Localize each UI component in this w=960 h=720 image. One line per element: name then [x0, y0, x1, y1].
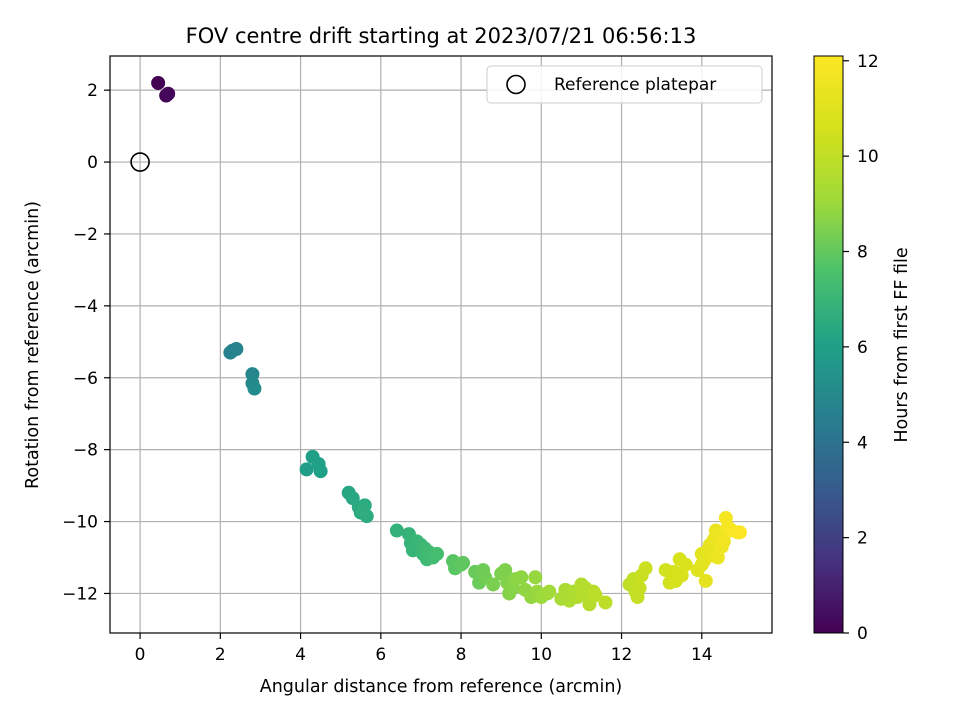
y-axis-ticks: −12 −10 −8 −6 −4 −2 0 2	[62, 81, 110, 604]
data-point	[678, 557, 693, 572]
colorbar: 0 2 4 6 8 10 12 Hours from first FF file	[813, 52, 912, 644]
data-point	[299, 462, 314, 477]
y-tick-label: 2	[87, 81, 98, 101]
colorbar-tick-label: 2	[857, 529, 868, 549]
colorbar-tick-label: 10	[857, 147, 879, 167]
reference-platepar-marker	[130, 152, 150, 172]
data-point	[588, 588, 603, 603]
data-point	[456, 555, 471, 570]
plot-frame	[109, 55, 773, 634]
data-point	[247, 381, 262, 396]
y-tick-label: −4	[73, 297, 98, 317]
data-point	[716, 534, 731, 549]
legend-label: Reference platepar	[554, 75, 716, 95]
x-axis-title: Angular distance from reference (arcmin)	[260, 677, 623, 697]
legend-marker-icon	[506, 74, 526, 95]
y-tick-label: −2	[73, 225, 98, 245]
data-point	[498, 563, 513, 578]
chart-title: FOV centre drift starting at 2023/07/21 …	[186, 24, 697, 48]
plot-background	[110, 56, 772, 633]
colorbar-label: Hours from first FF file	[892, 247, 912, 442]
colorbar-gradient	[813, 55, 844, 634]
x-tick-label: 4	[295, 645, 306, 665]
data-points	[151, 75, 747, 612]
data-point	[229, 341, 244, 356]
data-point	[486, 577, 501, 592]
data-point	[355, 503, 370, 518]
data-point	[528, 570, 543, 585]
data-point	[514, 570, 529, 585]
colorbar-tick-label: 12	[857, 52, 879, 72]
data-point	[429, 546, 444, 561]
data-point	[674, 568, 689, 583]
grid-lines	[110, 56, 772, 633]
y-tick-label: −12	[62, 584, 98, 604]
colorbar-tick-label: 0	[857, 624, 868, 644]
y-tick-label: −8	[73, 441, 98, 461]
colorbar-ticks: 0 2 4 6 8 10 12	[843, 52, 879, 644]
y-tick-label: −6	[73, 369, 98, 389]
x-tick-label: 10	[530, 645, 552, 665]
x-tick-label: 12	[611, 645, 633, 665]
x-tick-label: 8	[456, 645, 467, 665]
data-point	[313, 464, 328, 479]
data-point	[638, 561, 653, 576]
plot-area: 0 2 4 6 8 10 12 14 −12 −10 −8 −6 −4 −2 0 2	[62, 55, 773, 665]
x-tick-label: 2	[215, 645, 226, 665]
x-tick-label: 6	[375, 645, 386, 665]
x-axis-ticks: 0 2 4 6 8 10 12 14	[135, 633, 713, 665]
data-point	[598, 595, 613, 610]
data-point	[632, 581, 647, 596]
colorbar-tick-label: 6	[857, 338, 868, 358]
colorbar-tick-label: 8	[857, 243, 868, 263]
data-point	[161, 86, 176, 101]
data-point	[389, 523, 404, 538]
legend: Reference platepar	[486, 65, 763, 104]
y-tick-label: 0	[87, 153, 98, 173]
data-point	[542, 584, 557, 599]
x-tick-label: 0	[135, 645, 146, 665]
y-tick-label: −10	[62, 513, 98, 533]
legend-box	[486, 65, 763, 104]
y-axis-title: Rotation from reference (arcmin)	[23, 201, 43, 489]
data-point	[151, 75, 166, 90]
data-point	[732, 525, 747, 540]
data-point	[710, 550, 725, 565]
data-point	[698, 573, 713, 588]
colorbar-tick-label: 4	[857, 433, 868, 453]
x-tick-label: 14	[691, 645, 713, 665]
